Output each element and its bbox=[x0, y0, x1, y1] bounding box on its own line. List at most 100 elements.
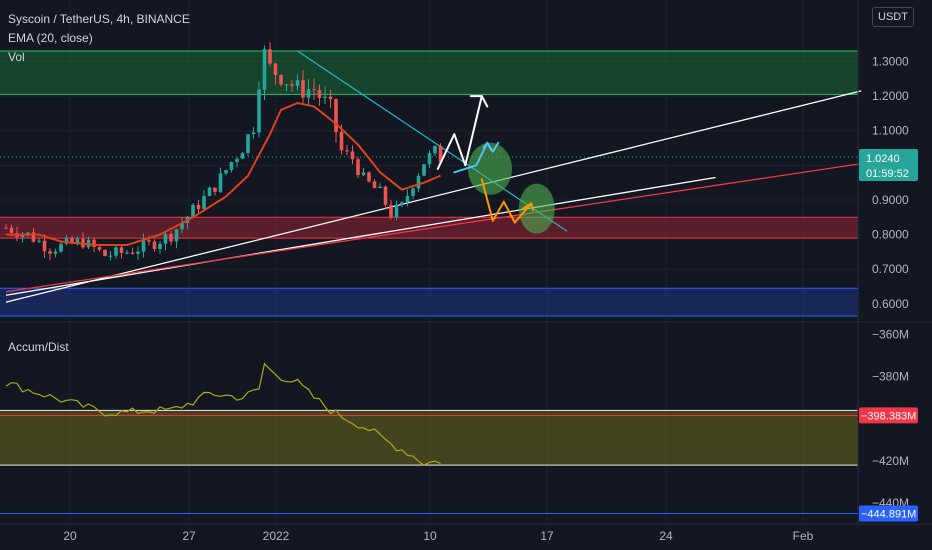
candle-body bbox=[108, 255, 113, 257]
lower-zone bbox=[0, 288, 858, 316]
y-tick-label: 0.6000 bbox=[872, 297, 909, 311]
y-tick-label: −360M bbox=[872, 327, 909, 341]
accum-dist-blue-tag bbox=[859, 505, 918, 522]
candle-body bbox=[246, 134, 250, 154]
candle-body bbox=[350, 151, 355, 160]
red-trendline bbox=[5, 162, 862, 293]
candle-body bbox=[268, 49, 272, 64]
candle-body bbox=[306, 89, 311, 98]
candle-body bbox=[4, 227, 8, 229]
candle-body bbox=[422, 164, 426, 176]
accum-dist-red-tag-text: −398.383M bbox=[861, 410, 916, 422]
candle-body bbox=[70, 238, 74, 244]
candle-body bbox=[97, 247, 102, 250]
candle-body bbox=[196, 204, 201, 210]
accum-dist-blue-tag-text: −444.891M bbox=[861, 508, 916, 520]
y-tick-label: −420M bbox=[872, 454, 909, 468]
target-circle-1 bbox=[468, 142, 512, 195]
candle-body bbox=[64, 238, 69, 244]
y-tick-label: 1.1000 bbox=[872, 124, 909, 138]
y-tick-label: 1.2000 bbox=[872, 89, 909, 103]
candle-body bbox=[367, 172, 371, 182]
x-tick-label: 10 bbox=[423, 529, 437, 543]
candle-body bbox=[339, 132, 344, 151]
candle-body bbox=[152, 241, 157, 249]
candle-body bbox=[284, 84, 289, 86]
y-tick-label: 0.8000 bbox=[872, 228, 909, 242]
candle-body bbox=[235, 158, 239, 163]
white-trendline-1 bbox=[5, 90, 862, 303]
candle-body bbox=[356, 159, 360, 176]
candle-body bbox=[411, 188, 415, 196]
candle-body bbox=[180, 223, 184, 230]
candle-body bbox=[427, 153, 432, 165]
candle-body bbox=[213, 187, 217, 192]
price-tags: 1.0240 01:59:52 −398.383M −444.891M bbox=[859, 149, 918, 522]
candle-body bbox=[125, 252, 129, 254]
candle-body bbox=[257, 89, 261, 133]
candle-body bbox=[389, 204, 393, 218]
candle-body bbox=[163, 233, 168, 244]
candle-body bbox=[136, 251, 140, 254]
x-tick-label: Feb bbox=[793, 529, 814, 543]
candle-body bbox=[75, 238, 80, 244]
candle-body bbox=[372, 181, 377, 189]
x-tick-label: 24 bbox=[659, 529, 673, 543]
candle-body bbox=[53, 251, 58, 254]
x-tick-label: 27 bbox=[182, 529, 196, 543]
candle-body bbox=[59, 243, 63, 252]
candle-body bbox=[42, 240, 47, 252]
accum-dist-zone bbox=[0, 410, 858, 466]
orange-projection-path bbox=[480, 178, 533, 224]
support-zone bbox=[0, 217, 858, 239]
candle-body bbox=[251, 132, 256, 135]
candle-body bbox=[378, 186, 382, 189]
candle-body bbox=[48, 251, 52, 254]
candle-body bbox=[169, 233, 173, 242]
candle-body bbox=[158, 243, 162, 249]
candle-body bbox=[317, 90, 322, 98]
white-projection-path bbox=[436, 95, 483, 170]
candle-body bbox=[147, 240, 151, 242]
candle-body bbox=[405, 195, 410, 203]
vol-legend[interactable]: Vol bbox=[8, 50, 25, 64]
candle-body bbox=[290, 84, 294, 86]
cyan-projection-arrowhead bbox=[482, 141, 493, 151]
candle-body bbox=[295, 80, 300, 86]
candle-body bbox=[37, 240, 41, 242]
x-tick-label: 17 bbox=[540, 529, 554, 543]
white-trendline-2 bbox=[5, 176, 716, 296]
candle-body bbox=[312, 89, 316, 91]
candle-body bbox=[224, 170, 228, 174]
y-tick-label: 0.7000 bbox=[872, 262, 909, 276]
candle-body bbox=[301, 80, 305, 98]
candlestick-series bbox=[4, 42, 443, 261]
candle-body bbox=[9, 227, 14, 233]
candle-body bbox=[202, 196, 206, 210]
symbol-title[interactable]: Syscoin / TetherUS, 4h, BINANCE bbox=[8, 12, 190, 26]
x-tick-label: 20 bbox=[63, 529, 77, 543]
accum-dist-legend[interactable]: Accum/Dist bbox=[8, 340, 69, 354]
currency-button[interactable]: USDT bbox=[872, 7, 914, 27]
candle-body bbox=[31, 232, 36, 242]
resistance-zone bbox=[0, 51, 858, 95]
candle-body bbox=[92, 239, 96, 248]
ema-legend[interactable]: EMA (20, close) bbox=[8, 31, 93, 45]
candle-body bbox=[433, 145, 437, 154]
y-tick-label: 0.9000 bbox=[872, 193, 909, 207]
accum-dist-line bbox=[5, 362, 441, 466]
candle-body bbox=[394, 204, 399, 218]
candle-body bbox=[119, 247, 124, 253]
candle-body bbox=[218, 173, 223, 192]
candle-body bbox=[26, 232, 30, 235]
candle-body bbox=[103, 249, 107, 257]
white-projection-arrowhead bbox=[469, 95, 489, 108]
candle-body bbox=[141, 240, 146, 252]
candle-body bbox=[130, 252, 135, 254]
candle-body bbox=[323, 96, 327, 98]
candle-body bbox=[262, 49, 267, 90]
target-circle-2 bbox=[518, 183, 555, 234]
candle-body bbox=[240, 153, 245, 159]
y-tick-label: −380M bbox=[872, 370, 909, 384]
